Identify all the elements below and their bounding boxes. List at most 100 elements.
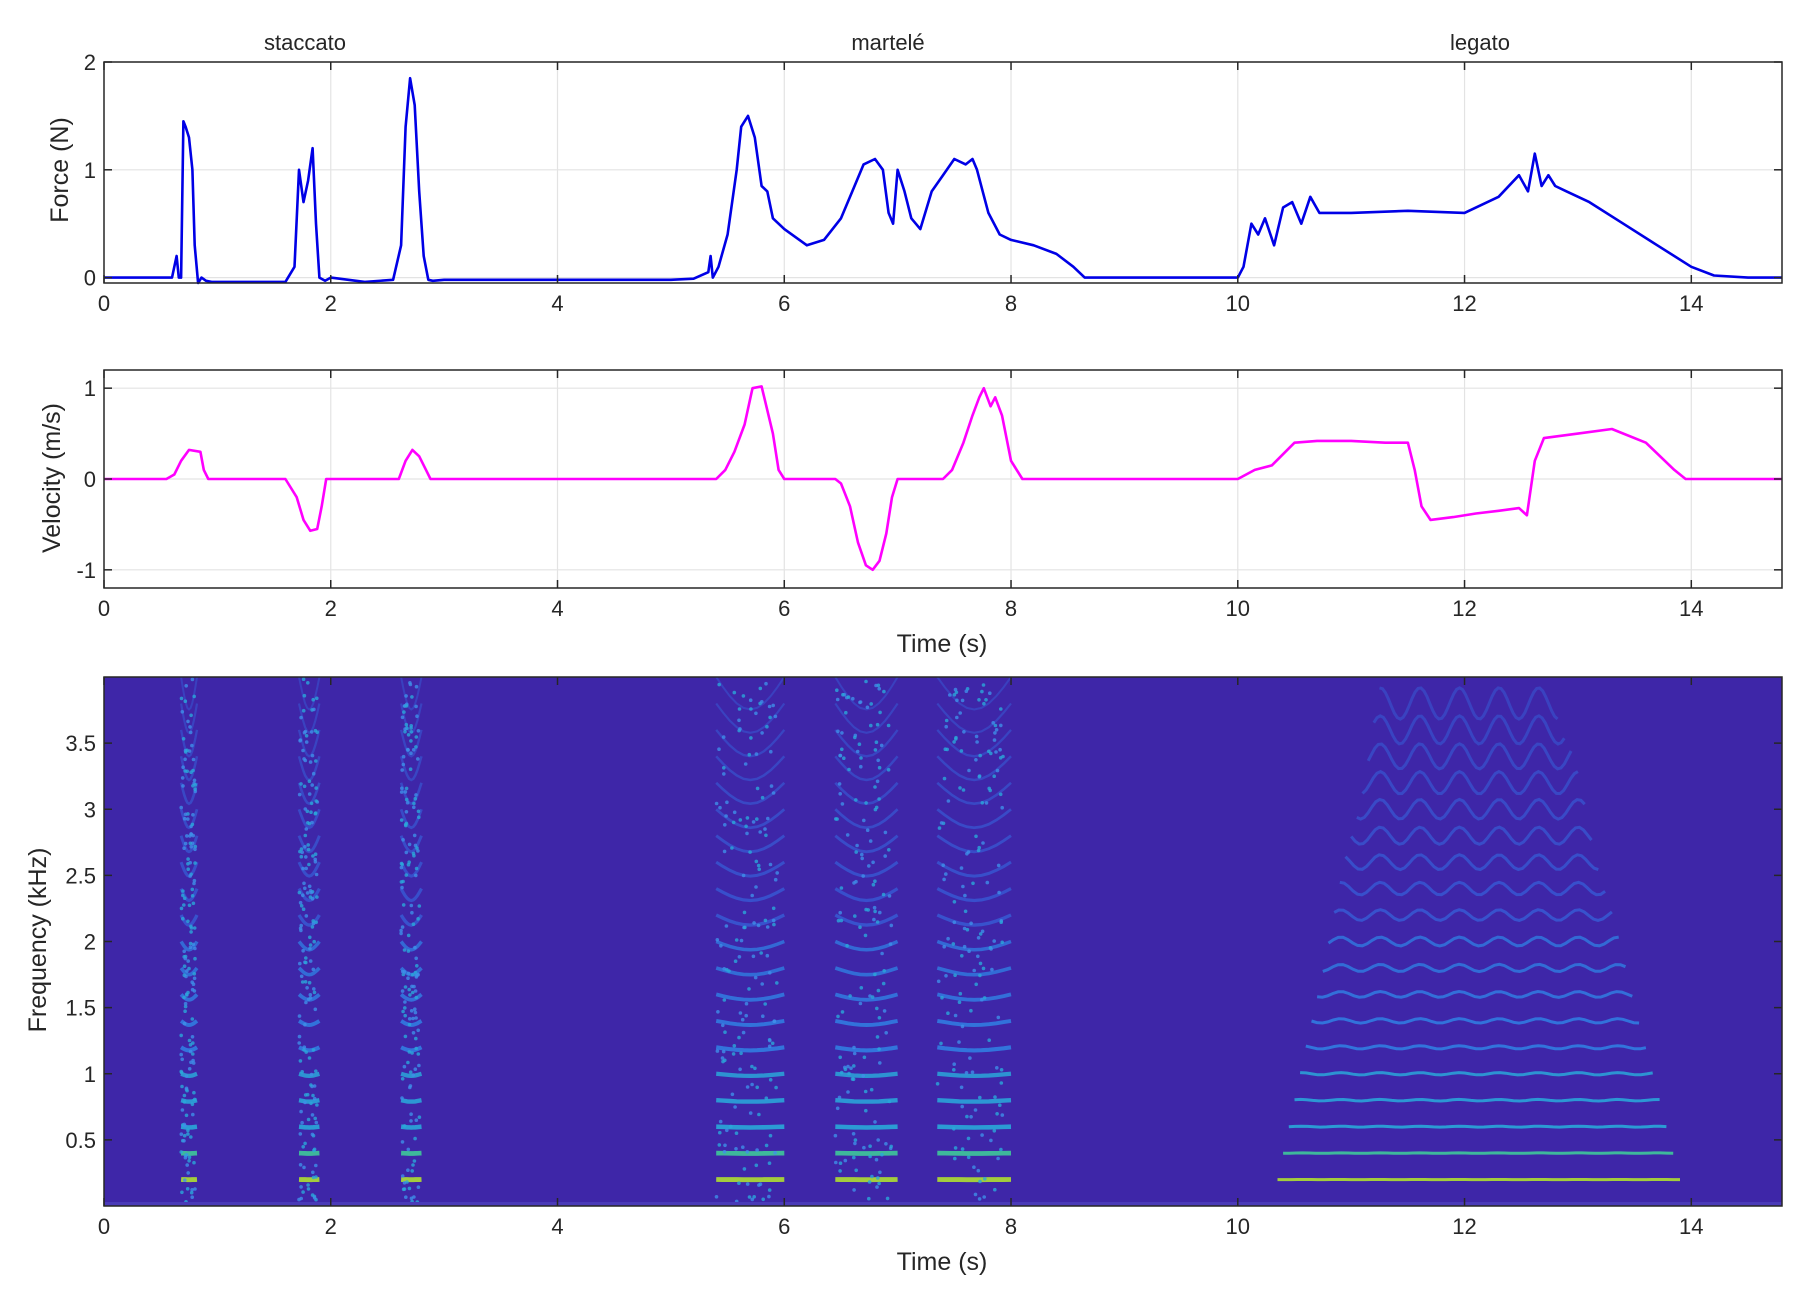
spectrogram-speckle [958, 711, 962, 715]
spectrogram-speckle [775, 871, 779, 875]
spectrogram-speckle [852, 1045, 856, 1050]
spectrogram-speckle [993, 1095, 997, 1099]
spectrogram-speckle [763, 1002, 767, 1006]
spectrogram-speckle [858, 1001, 863, 1006]
spectrogram-speckle [193, 787, 197, 791]
spectrogram-speckle [944, 718, 949, 723]
spectrogram-speckle [853, 735, 857, 740]
spectrogram-speckle [299, 974, 304, 979]
spectrogram-speckle [963, 893, 967, 898]
spectrogram-speckle [407, 860, 412, 864]
spectrogram-speckle [188, 841, 193, 846]
spectrogram-speckle [764, 1143, 769, 1148]
spectrogram-speckle [400, 925, 405, 929]
spectrogram-speckle [755, 786, 760, 791]
spectrogram-speckle [869, 702, 873, 706]
spectrogram-speckle [878, 910, 882, 915]
spectrogram-speckle [836, 1014, 840, 1019]
spectrogram-speckle [407, 1050, 412, 1054]
spectrogram-speckle [718, 1119, 723, 1124]
spectrogram-speckle [855, 843, 859, 848]
spectrogram-speckle [312, 707, 316, 712]
spectrogram-speckle [854, 1168, 858, 1173]
spectrogram-speckle [307, 792, 312, 796]
spectrogram-speckle [182, 816, 187, 821]
spectrogram-speckle [771, 703, 775, 708]
spectrogram-speckle [773, 714, 778, 719]
spectrogram-y-tick-label: 2 [84, 930, 96, 955]
spectrogram-speckle [767, 704, 772, 709]
spectrogram-harmonic [936, 729, 1012, 758]
spectrogram-speckle [304, 734, 309, 738]
spectrogram-speckle [180, 776, 185, 780]
spectrogram-speckle [307, 862, 311, 867]
spectrogram-speckle [997, 890, 1001, 895]
spectrogram-speckle [408, 682, 413, 687]
spectrogram-speckle [311, 921, 316, 926]
spectrogram-speckle [874, 805, 879, 810]
spectrogram-speckle [953, 1013, 958, 1018]
spectrogram-speckle [192, 1097, 197, 1102]
velocity-x-tick-label: 14 [1679, 596, 1703, 621]
spectrogram-speckle [974, 982, 978, 987]
spectrogram-speckle [959, 1085, 964, 1090]
spectrogram-harmonic [400, 1098, 422, 1104]
spectrogram-harmonic [298, 1098, 320, 1104]
spectrogram-x-axis-label: Time (s) [897, 1248, 988, 1276]
spectrogram-harmonic [715, 755, 786, 782]
spectrogram-speckle [851, 1132, 856, 1136]
spectrogram-speckle [315, 1103, 319, 1107]
spectrogram-speckle [886, 768, 891, 772]
spectrogram-speckle [403, 1006, 407, 1010]
spectrogram-speckle [416, 729, 421, 733]
spectrogram-speckle [730, 1092, 735, 1097]
spectrogram-harmonic [715, 729, 786, 758]
spectrogram-speckle [942, 877, 946, 882]
spectrogram-speckle [840, 802, 845, 806]
spectrogram-speckle [304, 1050, 309, 1054]
spectrogram-speckle [183, 1001, 188, 1006]
spectrogram-harmonic [179, 966, 199, 977]
spectrogram-speckle [877, 765, 882, 770]
spectrogram-speckle [400, 989, 405, 993]
spectrogram-speckle [724, 814, 728, 818]
spectrogram-speckle [416, 1052, 421, 1056]
spectrogram-speckle [312, 939, 317, 944]
spectrogram-speckle [303, 1022, 307, 1027]
spectrogram-harmonic [716, 1124, 785, 1130]
spectrogram-speckle [413, 1007, 417, 1011]
spectrogram-harmonic [834, 1045, 898, 1053]
spectrogram-speckle [313, 1007, 318, 1012]
spectrogram-y-tick-label: 2.5 [65, 863, 96, 888]
spectrogram-speckle [940, 995, 944, 1000]
spectrogram-speckle [186, 1171, 190, 1175]
spectrogram-speckle [982, 996, 987, 1000]
spectrogram-speckle [764, 1096, 769, 1100]
spectrogram-speckle [401, 762, 406, 767]
spectrogram-speckle [192, 976, 197, 981]
spectrogram-harmonic [1288, 1124, 1667, 1129]
spectrogram-speckle [190, 822, 195, 827]
spectrogram-speckle [760, 795, 765, 800]
spectrogram-speckle [769, 784, 774, 788]
spectrogram-speckle [731, 820, 736, 825]
spectrogram-speckle [404, 786, 409, 791]
spectrogram-speckle [852, 1155, 856, 1160]
spectrogram-speckle [191, 1041, 195, 1045]
spectrogram-harmonic [297, 729, 321, 758]
spectrogram-speckle [767, 1161, 772, 1165]
spectrogram-speckle [306, 681, 310, 685]
spectrogram-speckle [847, 1071, 851, 1076]
spectrogram-speckle [982, 701, 986, 706]
spectrogram-speckle [750, 1064, 754, 1069]
spectrogram-baseline [104, 1202, 1782, 1206]
spectrogram-speckle [738, 818, 743, 822]
spectrogram-speckle [301, 907, 306, 911]
velocity-x-tick-label: 0 [98, 596, 110, 621]
spectrogram-speckle [767, 1194, 771, 1199]
spectrogram-speckle [995, 1066, 999, 1070]
spectrogram-speckle [946, 936, 950, 941]
spectrogram-speckle [840, 1010, 845, 1014]
spectrogram-speckle [402, 1181, 407, 1185]
spectrogram-speckle [885, 1196, 890, 1201]
